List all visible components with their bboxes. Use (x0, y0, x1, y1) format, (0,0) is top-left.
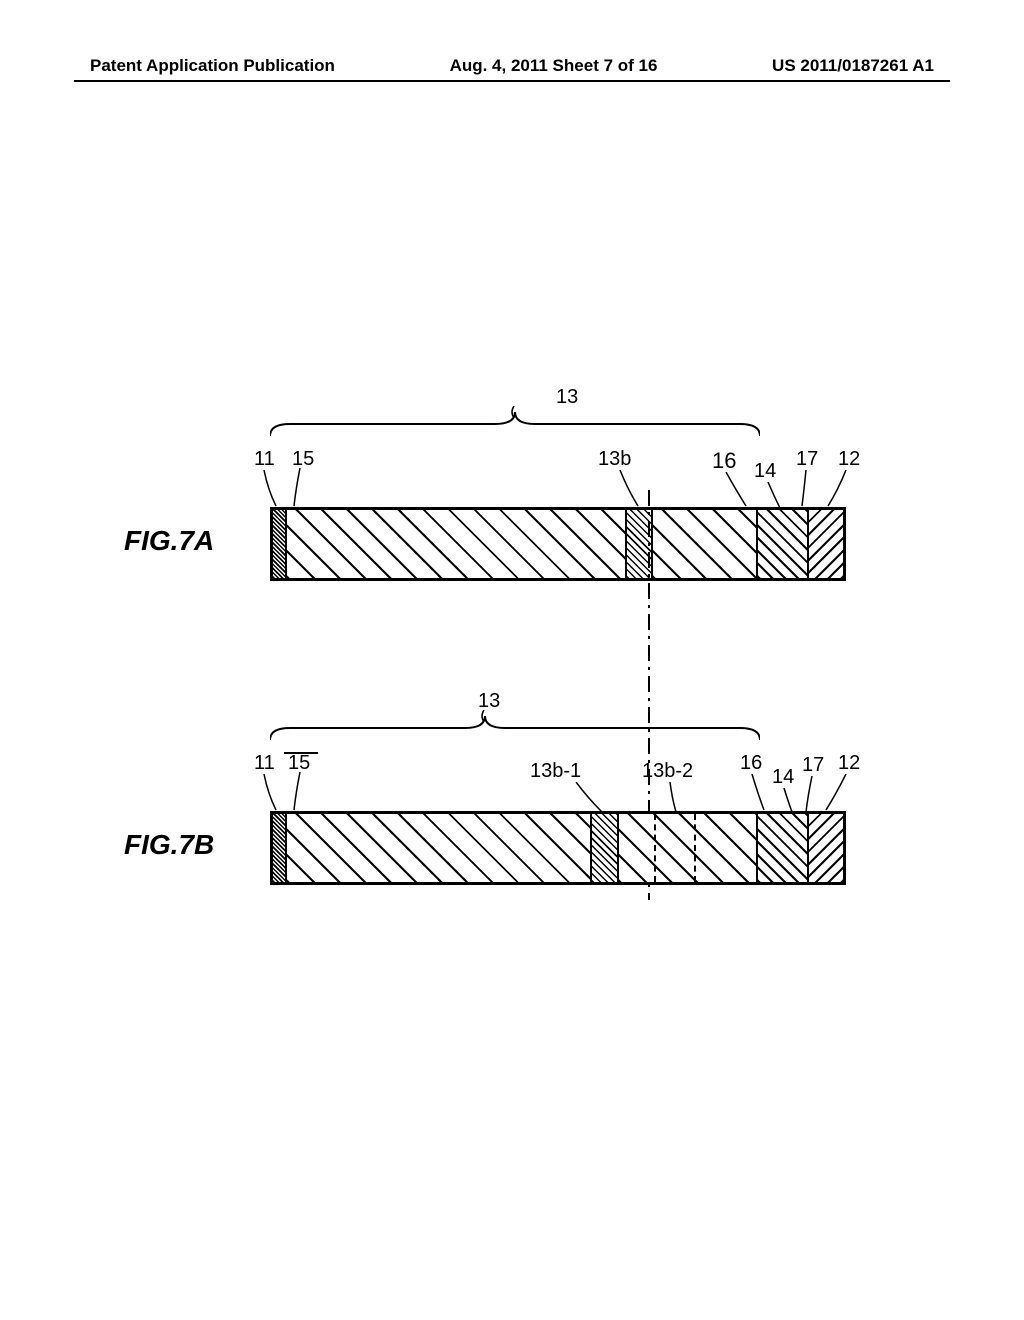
ref-14-a: 14 (754, 460, 776, 483)
ref-11-b: 11 (254, 752, 275, 775)
leader-13b-a (616, 470, 640, 510)
leader-11-a (260, 470, 280, 510)
ref-14-b: 14 (772, 766, 794, 789)
seg-7a-11 (273, 510, 287, 578)
fig-7b-bar (270, 811, 846, 885)
ref-13-a: 13 (556, 386, 578, 409)
header-right: US 2011/0187261 A1 (772, 56, 934, 76)
ref-15-b-overline (284, 752, 318, 754)
ref-12-b: 12 (838, 752, 860, 775)
brace-7b (270, 716, 760, 744)
leader-15-a (290, 468, 310, 510)
brace-tick-b (478, 710, 490, 722)
brace-tick-a (508, 406, 520, 418)
leader-15-b (290, 772, 310, 814)
leader-13b1-b (574, 782, 606, 814)
seg-7b-13b2 (619, 814, 758, 882)
ref-12-a: 12 (838, 448, 860, 471)
leader-14-a (766, 482, 782, 510)
leader-16-a (722, 472, 748, 510)
page-header: Patent Application Publication Aug. 4, 2… (0, 56, 1024, 76)
ref-13b-a: 13b (598, 448, 631, 471)
fig-7b-label: FIG.7B (124, 829, 214, 861)
seg-7b-15 (287, 814, 592, 882)
ref-17-b: 17 (802, 754, 824, 777)
header-center: Aug. 4, 2011 Sheet 7 of 16 (450, 56, 658, 76)
leader-12-b (822, 774, 848, 814)
ref-11-a: 11 (254, 448, 275, 471)
ref-16-a: 16 (712, 448, 736, 474)
seg-7b-14-17 (758, 814, 809, 882)
ref-16-b: 16 (740, 752, 762, 775)
leader-17-b (804, 776, 818, 814)
seg-7a-16 (653, 510, 758, 578)
ref-13b2-b: 13b-2 (642, 760, 693, 783)
dash-2 (694, 814, 696, 882)
seg-7a-12 (809, 510, 843, 578)
leader-17-a (800, 470, 814, 510)
seg-7b-11 (273, 814, 287, 882)
ref-17-a: 17 (796, 448, 818, 471)
seg-7b-13b1 (592, 814, 620, 882)
leader-13b2-b (662, 782, 682, 814)
dash-1 (654, 814, 656, 882)
header-left: Patent Application Publication (90, 56, 335, 76)
leader-14-b (782, 788, 796, 814)
ref-13b1-b: 13b-1 (530, 760, 581, 783)
header-rule (74, 80, 950, 82)
seg-7b-12 (809, 814, 843, 882)
leader-11-b (260, 774, 280, 814)
fig-7a-label: FIG.7A (124, 525, 214, 557)
leader-12-a (824, 470, 848, 510)
fig-7a-bar (270, 507, 846, 581)
leader-16-b (748, 774, 768, 814)
seg-7a-15 (287, 510, 627, 578)
seg-7a-14-17 (758, 510, 809, 578)
